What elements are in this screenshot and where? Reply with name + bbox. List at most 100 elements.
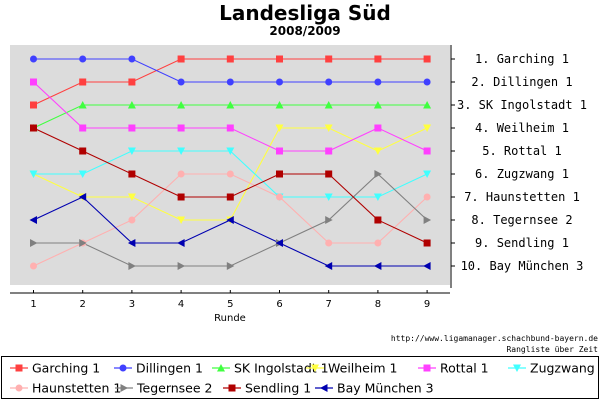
data-point-garching-1 [177,55,185,63]
data-point-haunstetten-1 [30,262,37,270]
data-point-sk-ingolstadt-1 [373,101,382,109]
legend-marker-bay-m-nchen-3 [320,384,328,392]
data-point-dillingen-1 [177,78,185,86]
data-point-garching-1 [30,101,37,109]
x-tick-label: 1 [30,299,36,310]
data-point-zugzwang-1 [423,170,432,178]
data-point-haunstetten-1 [423,193,431,201]
data-point-sendling-1 [30,124,37,132]
legend-label-haunstetten-1: Haunstetten 1 [32,381,121,396]
x-tick-label: 9 [424,299,430,310]
data-point-weilheim-1 [275,124,284,132]
data-point-garching-1 [325,55,333,63]
data-point-sendling-1 [226,193,234,201]
rank-label: 3. SK Ingolstadt 1 [457,98,587,112]
x-tick-label: 3 [129,299,135,310]
data-point-sendling-1 [423,239,431,247]
legend-marker-tegernsee-2 [120,384,128,392]
data-point-haunstetten-1 [177,170,185,178]
data-point-tegernsee-2 [128,262,136,270]
x-axis-label: Runde [214,313,246,324]
x-tick-label: 6 [276,299,282,310]
data-point-dillingen-1 [423,78,431,86]
legend-label-garching-1: Garching 1 [32,361,100,376]
data-point-sk-ingolstadt-1 [226,101,235,109]
data-point-dillingen-1 [374,78,382,86]
data-point-sk-ingolstadt-1 [177,101,186,109]
data-point-tegernsee-2 [325,216,333,224]
data-point-weilheim-1 [127,193,136,201]
data-point-dillingen-1 [325,78,333,86]
legend-marker-sendling-1 [228,384,236,392]
data-point-rottal-1 [226,124,234,132]
legend-label-tegernsee-2: Tegernsee 2 [136,381,213,396]
legend-label-rottal-1: Rottal 1 [440,361,489,376]
data-point-sendling-1 [128,170,136,178]
data-point-haunstetten-1 [128,216,136,224]
rank-label: 10. Bay München 3 [461,259,584,273]
data-point-bay-m-nchen-3 [226,216,234,224]
legend-marker-dillingen-1 [119,364,127,372]
data-point-weilheim-1 [373,147,382,155]
legend-label-bay-m-nchen-3: Bay München 3 [337,381,434,396]
data-point-sendling-1 [79,147,87,155]
rank-label: 5. Rottal 1 [482,144,561,158]
data-point-dillingen-1 [79,55,87,63]
data-point-zugzwang-1 [324,193,333,201]
data-point-rottal-1 [325,147,333,155]
legend: Garching 1 Dillingen 1 SK Ingolstadt 1 Weil… [1,356,600,399]
data-point-bay-m-nchen-3 [423,262,431,270]
data-point-zugzwang-1 [29,170,38,178]
chart-title: Landesliga Süd [219,1,391,25]
data-point-garching-1 [374,55,382,63]
legend-label-sendling-1: Sendling 1 [245,381,311,396]
data-point-haunstetten-1 [226,170,234,178]
data-point-tegernsee-2 [226,262,235,270]
data-point-bay-m-nchen-3 [177,239,185,247]
rank-label: 7. Haunstetten 1 [464,190,580,204]
data-point-garching-1 [276,55,283,63]
data-point-garching-1 [128,78,136,86]
data-point-garching-1 [226,55,234,63]
x-tick-label: 5 [227,299,233,310]
data-point-tegernsee-2 [79,239,87,247]
data-point-dillingen-1 [226,78,234,86]
data-point-weilheim-1 [423,124,432,132]
data-point-haunstetten-1 [325,239,333,247]
data-point-sendling-1 [177,193,185,201]
data-point-sk-ingolstadt-1 [78,101,87,109]
legend-marker-sk-ingolstadt-1 [217,364,225,372]
x-tick-label: 8 [375,299,381,310]
legend-label-zugzwang-1: Zugzwang 1 [530,361,600,376]
data-point-weilheim-1 [324,124,333,132]
legend-label-sk-ingolstadt-1: SK Ingolstadt 1 [234,361,329,376]
data-point-rottal-1 [30,78,37,86]
data-point-bay-m-nchen-3 [324,262,333,270]
data-point-dillingen-1 [30,55,37,63]
data-point-zugzwang-1 [373,193,382,201]
x-tick-label: 2 [80,299,86,310]
legend-marker-haunstetten-1 [15,384,23,392]
data-point-garching-1 [79,78,87,86]
data-point-haunstetten-1 [374,239,382,247]
legend-marker-zugzwang-1 [513,364,521,372]
data-point-dillingen-1 [276,78,283,86]
data-point-bay-m-nchen-3 [29,216,37,224]
data-point-bay-m-nchen-3 [127,239,136,247]
data-point-sk-ingolstadt-1 [423,101,432,109]
data-point-weilheim-1 [177,216,186,224]
data-point-tegernsee-2 [374,170,382,178]
data-point-zugzwang-1 [226,147,235,155]
data-point-tegernsee-2 [177,262,186,270]
rank-label: 8. Tegernsee 2 [471,213,572,227]
x-axis: 1 2 3 4 5 6 7 8 9 [10,290,450,310]
footer-caption: Rangliste über Zeit [506,345,598,354]
data-point-zugzwang-1 [127,147,136,155]
data-point-zugzwang-1 [177,147,186,155]
rank-label: 9. Sendling 1 [475,236,569,250]
data-point-haunstetten-1 [276,193,283,201]
legend-label-dillingen-1: Dillingen 1 [136,361,203,376]
series-markers [29,55,432,270]
legend-marker-weilheim-1 [311,364,319,372]
